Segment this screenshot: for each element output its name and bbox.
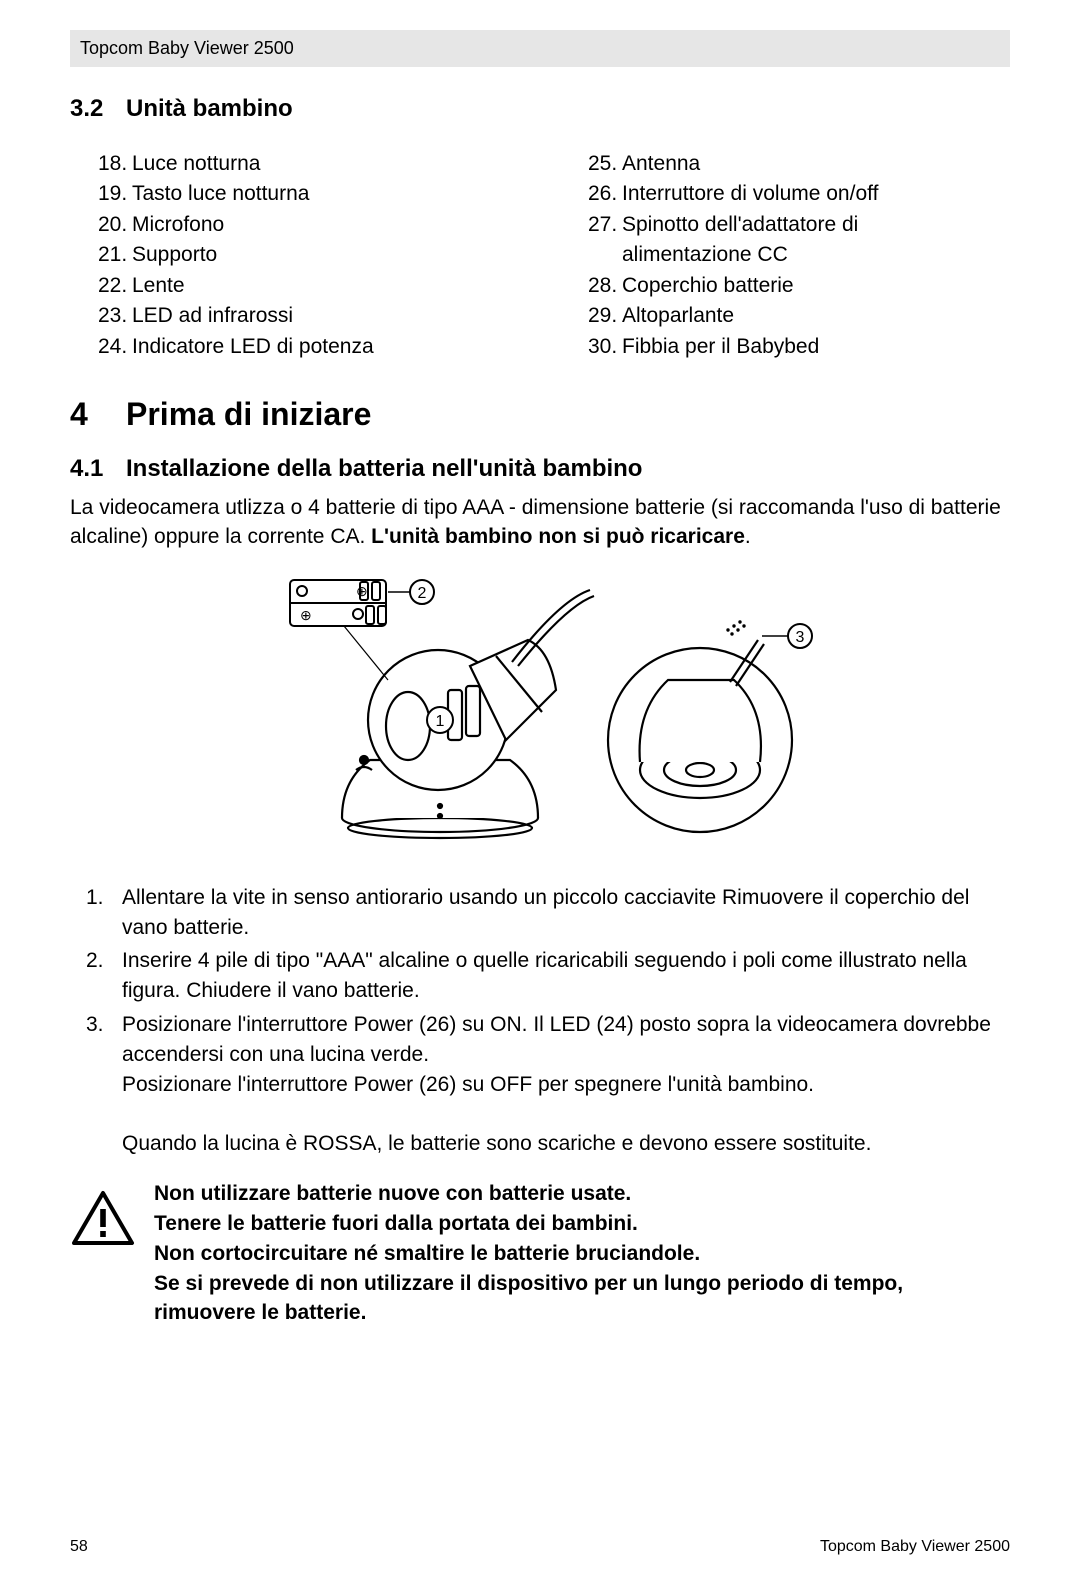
item-number: 18. (98, 149, 132, 179)
item-number: 29. (588, 301, 622, 331)
parts-list-item: 23.LED ad infrarossi (98, 301, 520, 331)
item-number: 21. (98, 240, 132, 270)
step-item: 2.Inserire 4 pile di tipo "AAA" alcaline… (86, 946, 1010, 1006)
warning-text: Non utilizzare batterie nuove con batter… (154, 1179, 1010, 1328)
parts-list-item: 19.Tasto luce notturna (98, 179, 520, 209)
item-number: 19. (98, 179, 132, 209)
item-text: Indicatore LED di potenza (132, 335, 374, 358)
step-number: 1. (86, 883, 122, 943)
item-text: Spinotto dell'adattatore di (622, 213, 858, 236)
figure-callout-2: 2 (418, 585, 427, 602)
chapter-title: Prima di iniziare (126, 396, 371, 432)
parts-list-item: 29.Altoparlante (588, 301, 1010, 331)
item-number: 30. (588, 332, 622, 362)
footer-product: Topcom Baby Viewer 2500 (820, 1538, 1010, 1556)
section-title: Unità bambino (126, 95, 293, 122)
section-4-1-heading: 4.1Installazione della batteria nell'uni… (70, 455, 1010, 483)
parts-list-item: 20.Microfono (98, 210, 520, 240)
step-text: Posizionare l'interruttore Power (26) su… (122, 1010, 1010, 1159)
intro-text-bold: L'unità bambino non si può ricaricare (371, 525, 745, 548)
warning-icon (70, 1179, 136, 1252)
installation-steps: 1.Allentare la vite in senso antiorario … (70, 883, 1010, 1159)
parts-list-item: 18.Luce notturna (98, 149, 520, 179)
svg-text:⊕: ⊕ (356, 583, 368, 599)
figure-callout-3: 3 (796, 629, 805, 646)
page-footer: 58 Topcom Baby Viewer 2500 (70, 1538, 1010, 1556)
page-header: Topcom Baby Viewer 2500 (70, 30, 1010, 67)
parts-list-item: 26.Interruttore di volume on/off (588, 179, 1010, 209)
item-number: 23. (98, 301, 132, 331)
item-text: Supporto (132, 243, 217, 266)
chapter-4-heading: 4Prima di iniziare (70, 396, 1010, 433)
step-text: Inserire 4 pile di tipo "AAA" alcaline o… (122, 946, 1010, 1006)
item-text: Altoparlante (622, 304, 734, 327)
section-3-2-heading: 3.2Unità bambino (70, 95, 1010, 123)
item-text: Coperchio batterie (622, 274, 794, 297)
parts-list-item: 25.Antenna (588, 149, 1010, 179)
item-text-cont: alimentazione CC (588, 240, 1010, 270)
item-number: 22. (98, 271, 132, 301)
warning-note: Non utilizzare batterie nuove con batter… (70, 1179, 1010, 1328)
item-number: 25. (588, 149, 622, 179)
parts-list-item: 28.Coperchio batterie (588, 271, 1010, 301)
item-number: 26. (588, 179, 622, 209)
item-text: Microfono (132, 213, 224, 236)
parts-list-right: 25.Antenna26.Interruttore di volume on/o… (560, 149, 1010, 362)
item-number: 28. (588, 271, 622, 301)
item-number: 20. (98, 210, 132, 240)
battery-install-figure: ⊕ ⊕ 2 (70, 570, 1010, 855)
item-text: Luce notturna (132, 152, 260, 175)
header-title: Topcom Baby Viewer 2500 (80, 38, 294, 58)
section-number: 3.2 (70, 95, 126, 123)
parts-list-columns: 18.Luce notturna19.Tasto luce notturna20… (70, 149, 1010, 362)
step-text: Allentare la vite in senso antiorario us… (122, 883, 1010, 943)
item-text: Antenna (622, 152, 700, 175)
step-number: 3. (86, 1010, 122, 1159)
parts-list-item: 27.Spinotto dell'adattatore di alimentazi… (588, 210, 1010, 271)
item-text: LED ad infrarossi (132, 304, 293, 327)
parts-list-left: 18.Luce notturna19.Tasto luce notturna20… (70, 149, 520, 362)
item-text: Tasto luce notturna (132, 182, 309, 205)
step-number: 2. (86, 946, 122, 1006)
section-title: Installazione della batteria nell'unità … (126, 455, 642, 482)
item-text: Lente (132, 274, 185, 297)
step-item: 3.Posizionare l'interruttore Power (26) … (86, 1010, 1010, 1159)
item-number: 24. (98, 332, 132, 362)
svg-text:⊕: ⊕ (300, 607, 312, 623)
item-number: 27. (588, 210, 622, 240)
parts-list-item: 22.Lente (98, 271, 520, 301)
parts-list-item: 30.Fibbia per il Babybed (588, 332, 1010, 362)
figure-callout-1: 1 (436, 713, 445, 730)
parts-list-item: 24.Indicatore LED di potenza (98, 332, 520, 362)
parts-list-item: 21.Supporto (98, 240, 520, 270)
item-text: Interruttore di volume on/off (622, 182, 878, 205)
step-item: 1.Allentare la vite in senso antiorario … (86, 883, 1010, 943)
page-number: 58 (70, 1538, 88, 1556)
item-text: Fibbia per il Babybed (622, 335, 819, 358)
intro-paragraph: La videocamera utlizza o 4 batterie di t… (70, 493, 1010, 552)
chapter-number: 4 (70, 396, 126, 433)
intro-text-c: . (745, 525, 751, 548)
section-number: 4.1 (70, 455, 126, 483)
